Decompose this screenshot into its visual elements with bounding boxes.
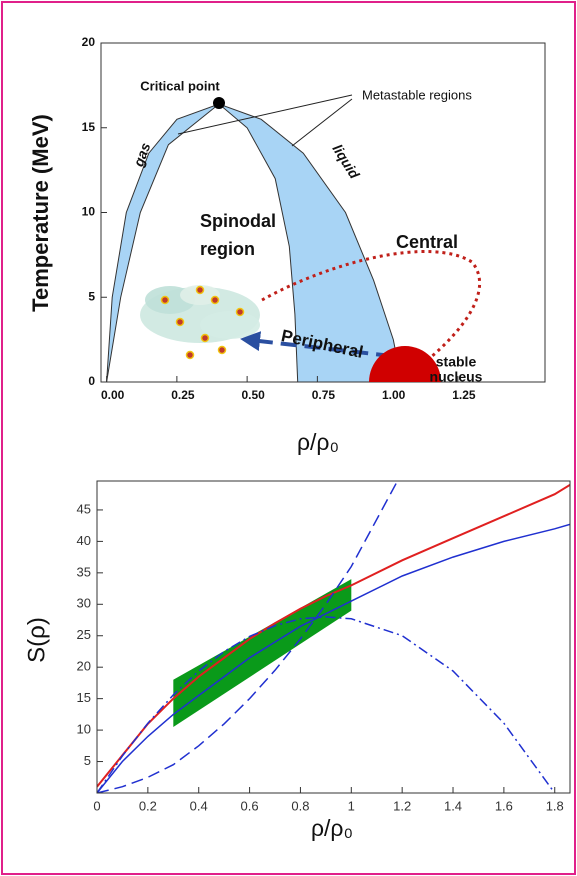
y-tick-label: 5 — [84, 753, 91, 768]
pointer — [177, 94, 353, 135]
y-tick-label: 15 — [82, 120, 96, 134]
fragment — [200, 333, 210, 343]
annotation: Critical point — [140, 78, 220, 93]
x-tick-label: 1.6 — [495, 798, 513, 813]
x-tick-label: 0.4 — [190, 798, 208, 813]
plot-area — [97, 481, 570, 793]
y-tick-label: 15 — [77, 690, 91, 705]
y-tick-label: 45 — [77, 501, 91, 516]
y-tick-label: 20 — [77, 659, 91, 674]
critical-point — [213, 97, 225, 109]
x-tick-label: 0.75 — [312, 388, 336, 402]
central-path — [261, 250, 482, 364]
curve — [97, 483, 570, 788]
y-tick-label: 0 — [88, 374, 95, 388]
x-tick-label: 1.8 — [546, 798, 564, 813]
y-tick-label: 40 — [77, 533, 91, 548]
annotation: Spinodal — [200, 211, 276, 231]
y-tick-label: 10 — [77, 722, 91, 737]
x-tick-label: 0.2 — [139, 798, 157, 813]
x-axis-label: ρ/ρ₀ — [311, 815, 353, 841]
spinodal-cloud — [180, 285, 220, 305]
fragment — [210, 295, 220, 305]
fragment — [185, 350, 195, 360]
x-tick-label: 1.4 — [444, 798, 462, 813]
decorations — [140, 94, 482, 382]
fragment — [160, 295, 170, 305]
fragment — [235, 307, 245, 317]
y-tick-label: 10 — [82, 205, 96, 219]
y-tick-label: 25 — [77, 627, 91, 642]
x-tick-label: 0 — [93, 798, 100, 813]
fragment — [175, 317, 185, 327]
x-tick-label: 0.8 — [291, 798, 309, 813]
spinodal-cloud — [200, 311, 260, 339]
y-tick-label: 20 — [82, 35, 96, 49]
x-tick-label: 1.25 — [452, 388, 476, 402]
x-axis-label: ρ/ρ₀ — [297, 429, 339, 455]
curve — [97, 616, 556, 793]
x-tick-label: 0.6 — [241, 798, 259, 813]
fragment — [195, 285, 205, 295]
x-tick-label: 1.2 — [393, 798, 411, 813]
x-tick-label: 0.25 — [171, 388, 195, 402]
annotation: nucleus — [430, 369, 483, 385]
plot-frame — [96, 480, 571, 794]
fragment — [217, 345, 227, 355]
y-axis-label: S(ρ) — [23, 617, 50, 663]
curve — [97, 481, 399, 793]
annotation: Metastable regions — [362, 87, 472, 102]
nucleus — [369, 346, 441, 382]
pointer — [291, 98, 353, 147]
y-tick-label: 35 — [77, 564, 91, 579]
y-tick-label: 5 — [88, 289, 95, 303]
constraint-band — [173, 579, 352, 727]
annotation: Central — [396, 232, 458, 252]
chart-bottom: 0 0.2 0.4 0.6 0.8 1 1.2 1.4 1.6 1.8 5 10 15 20 25 30 35 4… — [23, 480, 571, 841]
chart-top: 0.00 0.25 0.50 0.75 1.00 1.25 0 5 10 15 20 Critical… — [28, 35, 546, 455]
x-tick-label: 0.00 — [101, 388, 125, 402]
annotation: stable — [436, 354, 477, 370]
y-tick-label: 30 — [77, 596, 91, 611]
annotation: liquid — [329, 141, 363, 182]
annotation: region — [200, 239, 255, 259]
x-tick-label: 0.50 — [241, 388, 265, 402]
curve — [97, 523, 570, 793]
y-axis-label: Temperature (MeV) — [28, 114, 53, 312]
x-tick-label: 1.00 — [382, 388, 406, 402]
x-tick-label: 1 — [348, 798, 355, 813]
